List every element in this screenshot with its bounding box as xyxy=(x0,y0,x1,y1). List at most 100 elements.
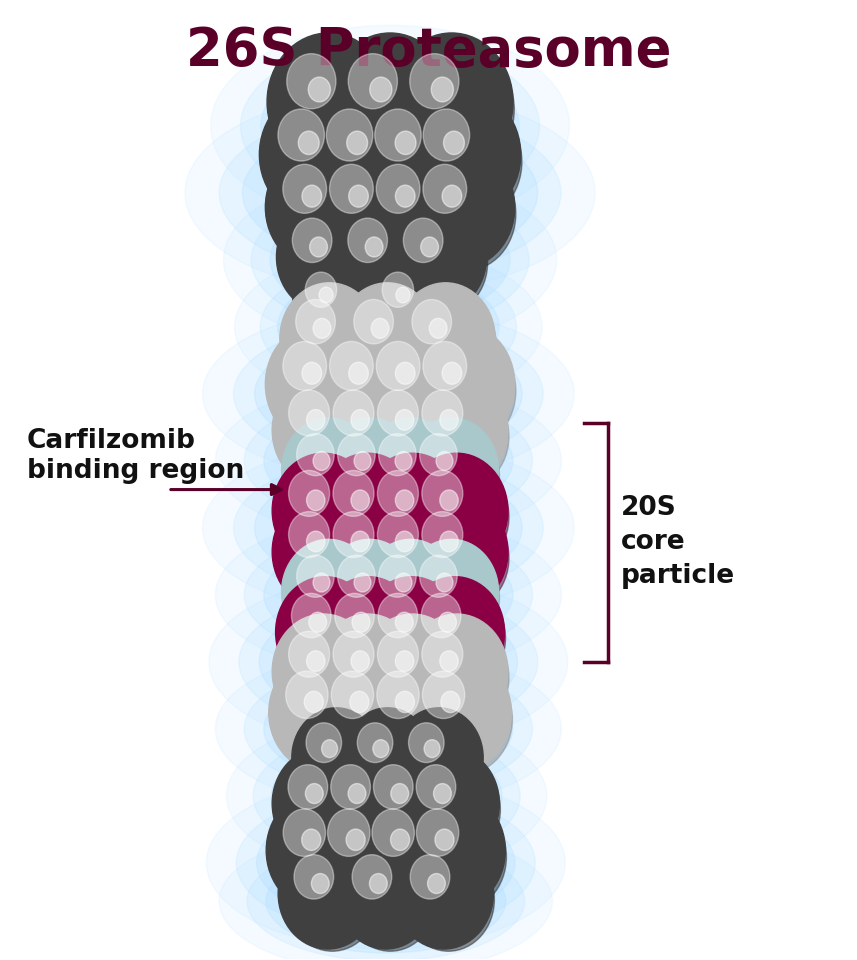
Circle shape xyxy=(348,783,366,804)
Circle shape xyxy=(351,651,369,671)
Ellipse shape xyxy=(219,829,553,960)
Ellipse shape xyxy=(255,332,522,456)
Circle shape xyxy=(390,33,513,171)
Ellipse shape xyxy=(239,590,538,733)
Circle shape xyxy=(405,372,508,488)
Circle shape xyxy=(395,490,414,511)
Circle shape xyxy=(444,132,464,155)
Circle shape xyxy=(354,451,371,470)
Circle shape xyxy=(368,334,469,448)
Circle shape xyxy=(357,89,472,220)
Circle shape xyxy=(273,494,375,610)
Ellipse shape xyxy=(264,404,512,517)
Circle shape xyxy=(286,848,378,951)
Circle shape xyxy=(340,211,432,315)
Circle shape xyxy=(266,146,375,269)
Circle shape xyxy=(394,708,483,807)
Ellipse shape xyxy=(243,120,537,265)
Circle shape xyxy=(343,708,432,807)
Circle shape xyxy=(417,765,456,809)
Ellipse shape xyxy=(233,456,543,600)
Circle shape xyxy=(401,717,484,809)
Circle shape xyxy=(375,109,422,161)
Circle shape xyxy=(327,587,419,690)
Ellipse shape xyxy=(253,730,520,862)
Circle shape xyxy=(422,390,463,436)
Circle shape xyxy=(276,577,375,687)
Circle shape xyxy=(412,549,500,647)
Ellipse shape xyxy=(261,261,517,393)
Ellipse shape xyxy=(247,841,524,960)
Circle shape xyxy=(280,464,375,570)
Circle shape xyxy=(377,470,418,516)
Circle shape xyxy=(369,624,464,732)
Circle shape xyxy=(414,156,516,271)
Circle shape xyxy=(313,573,330,592)
Circle shape xyxy=(423,164,467,213)
Circle shape xyxy=(395,185,415,207)
Circle shape xyxy=(359,146,468,269)
Circle shape xyxy=(351,410,369,430)
Circle shape xyxy=(431,77,453,102)
Circle shape xyxy=(377,390,418,436)
Circle shape xyxy=(330,342,374,391)
Circle shape xyxy=(322,418,417,523)
Ellipse shape xyxy=(264,538,512,652)
Circle shape xyxy=(321,156,423,271)
Circle shape xyxy=(391,783,409,804)
Circle shape xyxy=(338,555,375,597)
Circle shape xyxy=(346,293,438,396)
Circle shape xyxy=(405,614,508,729)
Circle shape xyxy=(423,342,467,391)
Circle shape xyxy=(297,434,334,476)
Ellipse shape xyxy=(272,739,502,852)
Circle shape xyxy=(422,470,463,516)
Circle shape xyxy=(280,624,375,732)
Text: 26S Proteasome: 26S Proteasome xyxy=(186,25,671,78)
Circle shape xyxy=(414,505,509,612)
Circle shape xyxy=(414,101,522,222)
Circle shape xyxy=(420,434,457,476)
Circle shape xyxy=(273,453,375,568)
Circle shape xyxy=(319,577,418,687)
Circle shape xyxy=(436,573,453,592)
Circle shape xyxy=(357,723,393,762)
Circle shape xyxy=(361,614,464,729)
Circle shape xyxy=(316,494,419,610)
Circle shape xyxy=(435,829,454,851)
Circle shape xyxy=(429,319,447,338)
Circle shape xyxy=(284,587,375,690)
Circle shape xyxy=(354,300,393,344)
Circle shape xyxy=(304,691,323,712)
Ellipse shape xyxy=(237,791,536,935)
Circle shape xyxy=(330,164,374,213)
Circle shape xyxy=(288,765,327,809)
Circle shape xyxy=(348,54,398,108)
Circle shape xyxy=(323,664,422,775)
Circle shape xyxy=(400,45,514,174)
Circle shape xyxy=(421,237,439,257)
Circle shape xyxy=(359,323,468,445)
Ellipse shape xyxy=(256,801,515,924)
Circle shape xyxy=(414,664,512,775)
Circle shape xyxy=(408,758,500,861)
Circle shape xyxy=(366,758,458,861)
Circle shape xyxy=(273,372,375,488)
Circle shape xyxy=(345,848,436,951)
Circle shape xyxy=(399,791,506,910)
Circle shape xyxy=(275,802,373,912)
Circle shape xyxy=(330,549,417,647)
Circle shape xyxy=(442,185,462,207)
Circle shape xyxy=(365,237,383,257)
Circle shape xyxy=(395,211,488,315)
Circle shape xyxy=(289,390,330,436)
Circle shape xyxy=(379,555,417,597)
Circle shape xyxy=(361,372,464,488)
Circle shape xyxy=(405,146,515,269)
Circle shape xyxy=(280,383,375,490)
Circle shape xyxy=(377,632,418,677)
Circle shape xyxy=(287,54,336,108)
Circle shape xyxy=(313,451,330,470)
Circle shape xyxy=(292,218,332,262)
Ellipse shape xyxy=(215,650,561,808)
